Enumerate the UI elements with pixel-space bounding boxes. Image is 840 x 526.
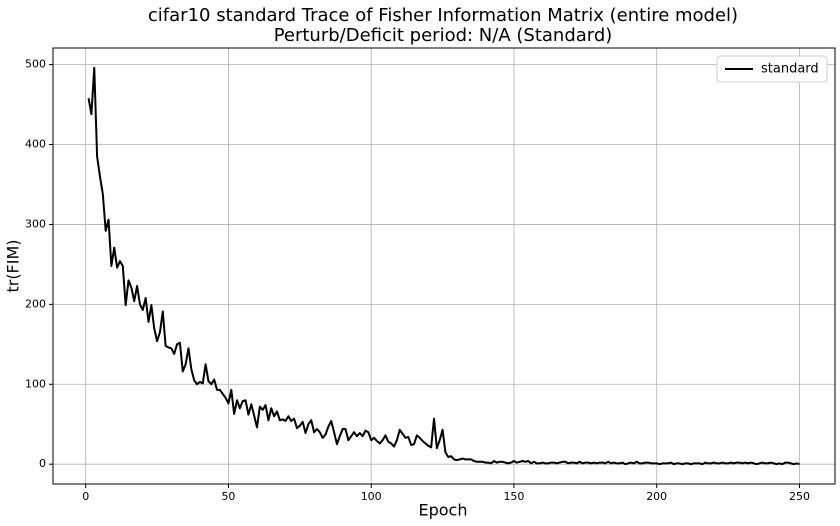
x-tick-label: 250	[789, 490, 810, 503]
y-tick-label: 200	[25, 297, 46, 310]
x-tick-label: 200	[646, 490, 667, 503]
y-tick-label: 0	[39, 457, 46, 470]
legend-label: standard	[761, 62, 819, 77]
x-tick-label: 50	[221, 490, 235, 503]
y-axis-label: tr(FIM)	[4, 239, 23, 292]
y-tick-label: 300	[25, 217, 46, 230]
y-tick-label: 500	[25, 58, 46, 71]
chart-subtitle: Perturb/Deficit period: N/A (Standard)	[274, 25, 613, 46]
legend-box	[716, 55, 828, 83]
y-tick-label: 100	[25, 377, 46, 390]
plot-frame	[52, 47, 836, 485]
x-tick-label: 150	[503, 490, 524, 503]
series-line	[87, 66, 800, 466]
x-tick-label: 100	[361, 490, 382, 503]
x-axis-label: Epoch	[419, 501, 468, 520]
y-tick-label: 400	[25, 138, 46, 151]
chart-title: cifar10 standard Trace of Fisher Informa…	[148, 5, 738, 26]
x-tick-label: 0	[82, 490, 89, 503]
